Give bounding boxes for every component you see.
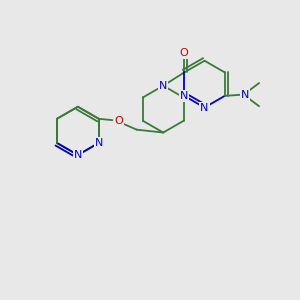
Text: O: O [180, 48, 189, 58]
Text: N: N [180, 91, 188, 101]
Text: N: N [74, 150, 82, 160]
Text: N: N [240, 90, 249, 100]
Text: N: N [159, 81, 167, 91]
Text: N: N [94, 138, 103, 148]
Text: O: O [114, 116, 123, 126]
Text: N: N [200, 103, 209, 112]
